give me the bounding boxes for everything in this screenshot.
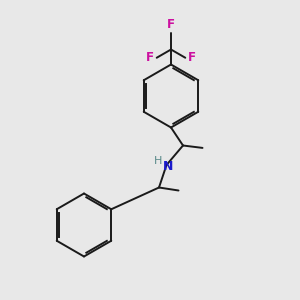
Text: F: F — [188, 51, 196, 64]
Text: N: N — [163, 160, 173, 173]
Text: H: H — [154, 156, 162, 167]
Text: F: F — [146, 51, 154, 64]
Text: F: F — [167, 18, 175, 31]
